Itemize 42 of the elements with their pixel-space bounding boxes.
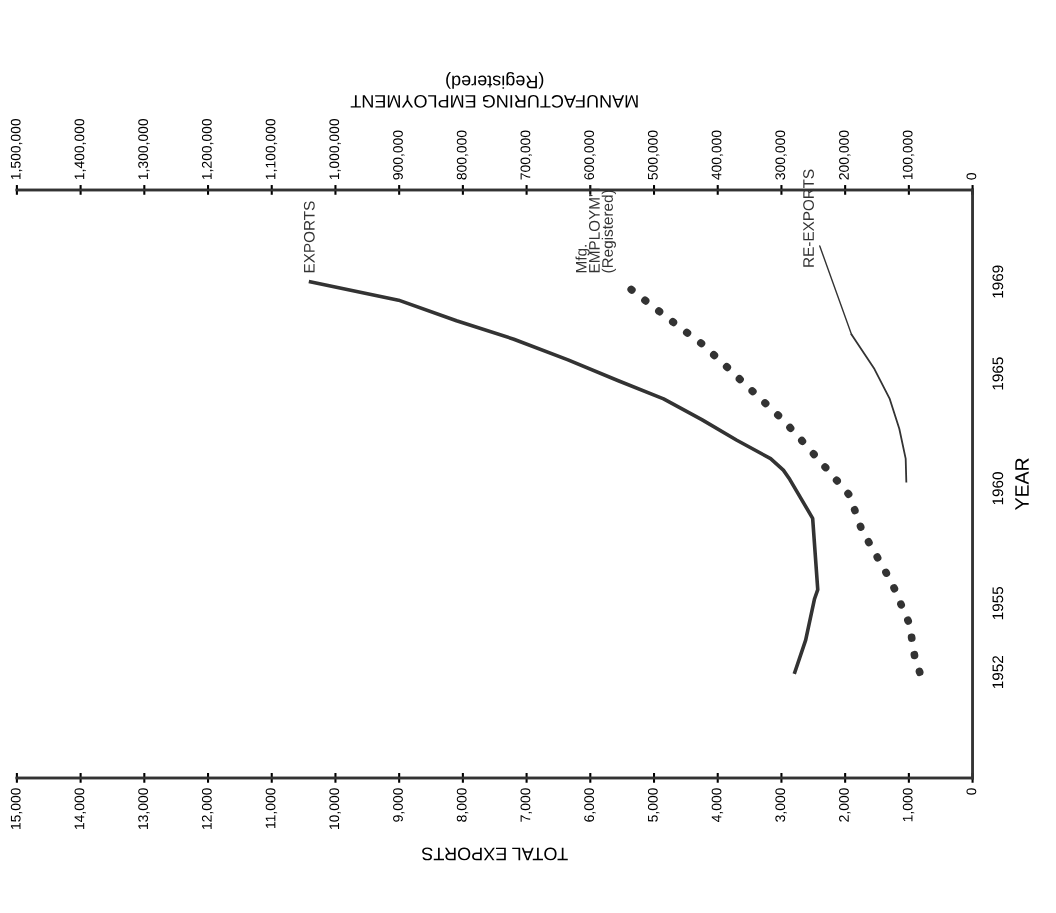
x2-tick-label: 1,400,000 (74, 118, 86, 180)
x2-tick-label: 200,000 (839, 130, 851, 180)
x-tick-label: 8,000 (456, 788, 469, 822)
x-tick-label: 7,000 (520, 788, 532, 822)
y-tick-label: 1955 (992, 586, 1004, 620)
x-tick-label: 3,000 (775, 788, 787, 822)
x-tick-label: 1,000 (902, 788, 915, 822)
y-tick-label: 1965 (992, 357, 1004, 390)
x-tick-label: 12,000 (201, 788, 214, 830)
x-tick-label: 2,000 (839, 788, 851, 822)
y-tick-label: 1952 (992, 656, 1004, 689)
y-axis-title: YEAR (1015, 458, 1029, 510)
x2-tick-label: 0 (966, 173, 977, 180)
x2-tick-label: 700,000 (520, 130, 532, 180)
x-tick-label: 0 (966, 788, 977, 795)
x-tick-label: 15,000 (10, 788, 23, 830)
x-tick-label: 11,000 (265, 788, 278, 828)
x2-axis-title: MANUFACTURING EMPLOYMENT (Registered) (350, 71, 638, 108)
y-tick-label: 1960 (992, 472, 1004, 505)
x-tick-label: 4,000 (711, 788, 724, 823)
x2-tick-label: 400,000 (711, 130, 724, 180)
x2-tick-label: 1,200,000 (201, 118, 214, 180)
x-tick-label: 10,000 (329, 788, 341, 830)
text: RE-EXPORTS (803, 169, 814, 267)
x2-tick-label: 900,000 (393, 130, 405, 180)
x2-tick-label: 1,000,000 (329, 118, 341, 180)
x-axis-title: TOTAL EXPORTS (422, 847, 568, 861)
x2-tick-label: 1,300,000 (138, 118, 150, 180)
x2-tick-label: 300,000 (775, 130, 787, 180)
x-tick-label: 13,000 (138, 788, 150, 830)
x2-tick-label: 100,000 (902, 130, 915, 180)
text: EXPORTS (303, 201, 315, 273)
x2-tick-label: 1,500,000 (10, 118, 23, 180)
x2-tick-label: 600,000 (584, 130, 596, 180)
x-tick-label: 6,000 (584, 788, 596, 822)
x-tick-label: 5,000 (647, 788, 660, 822)
x2-tick-label: 500,000 (647, 130, 660, 180)
x-tick-label: 9,000 (393, 788, 405, 822)
x-tick-label: 14,000 (74, 788, 86, 830)
x2-tick-label: 1,100,000 (265, 118, 278, 180)
y-tick-label: 1969 (992, 265, 1004, 298)
x2-tick-label: 800,000 (456, 130, 469, 180)
